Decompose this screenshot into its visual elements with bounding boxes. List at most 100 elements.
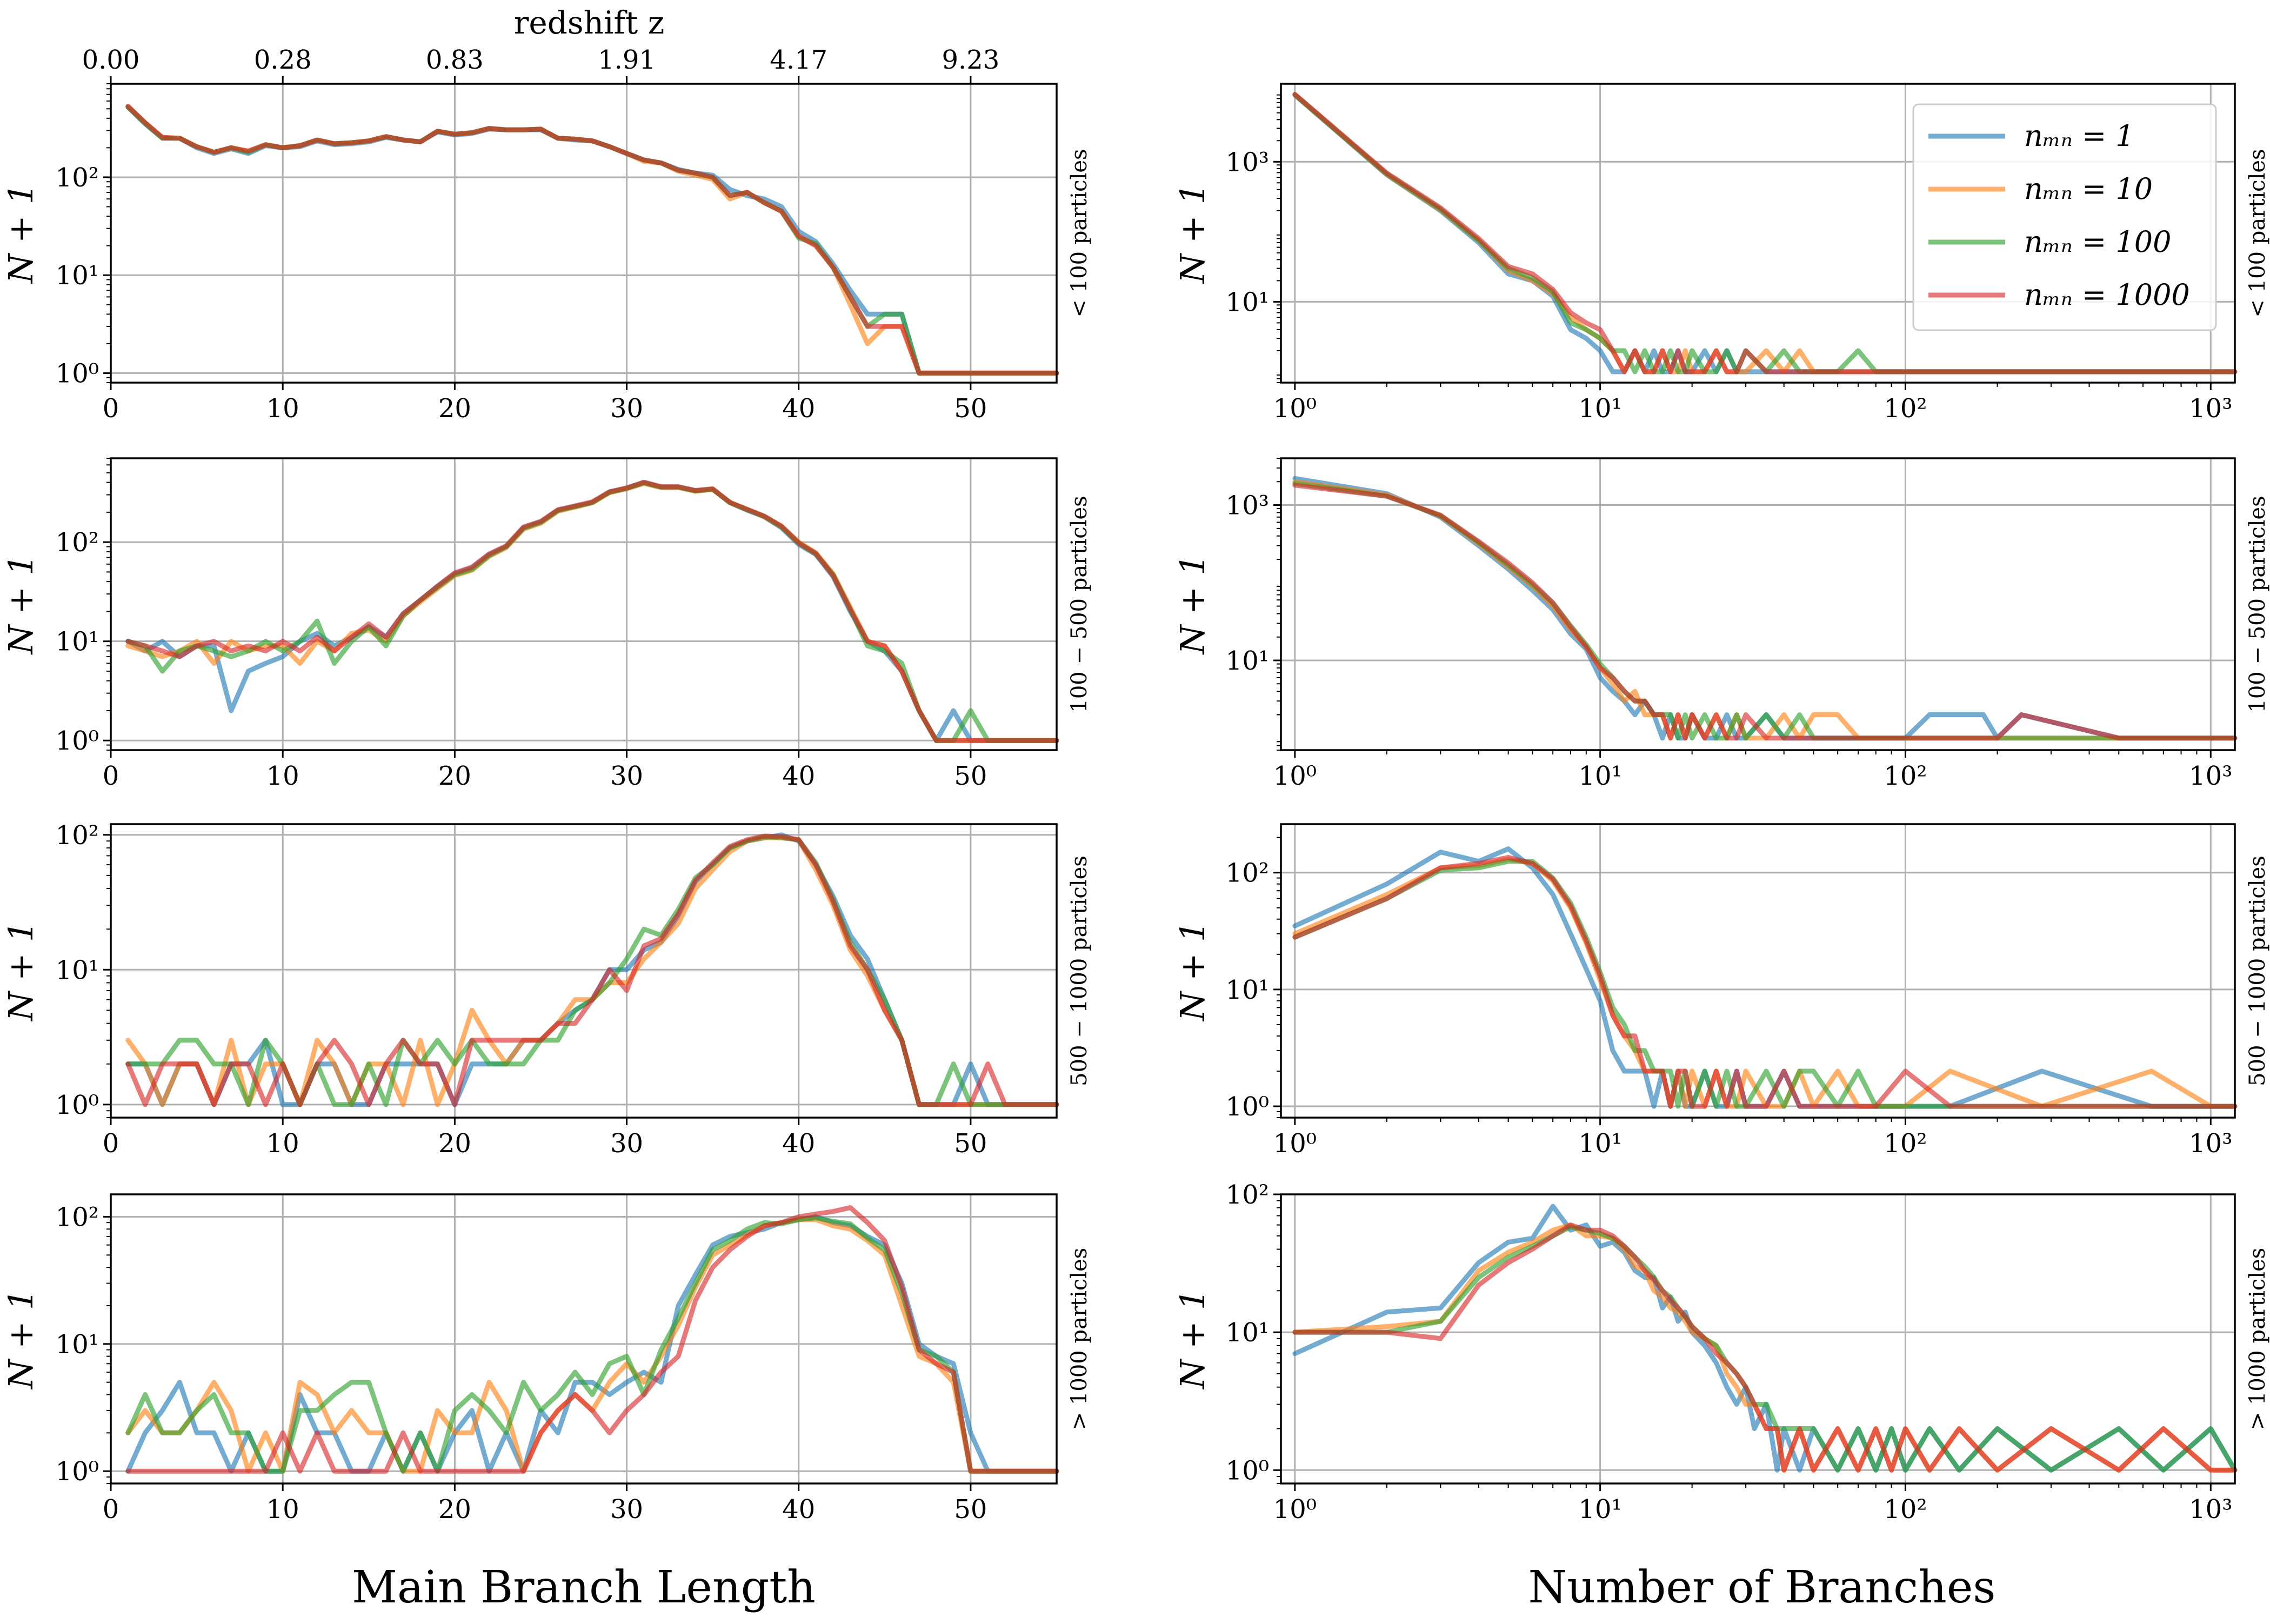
x-tick-label: 0 [103,1494,119,1525]
row-side-label: 100 − 500 particles [1067,496,1092,712]
x-tick-label: 10 [266,393,299,424]
y-tick-label: 10⁰ [1226,1455,1269,1486]
x-tick-label: 50 [954,1494,987,1525]
y-tick-label: 10¹ [1226,287,1269,317]
x-tick-label: 30 [610,1128,643,1159]
left-x-axis-title: Main Branch Length [352,1562,816,1613]
y-tick-label: 10⁰ [56,358,99,389]
series-line-n-mb-1 [1292,476,2238,741]
x-tick-label: 10² [1884,761,1927,791]
x-tick-label: 10¹ [1578,1494,1621,1525]
row-side-label: > 1000 particles [1067,1248,1092,1431]
series-line-n-mb-1000 [1292,1222,2238,1473]
top-tick-label: 4.17 [770,45,827,75]
series-line-n-mb-1000 [125,1205,1059,1474]
series-line-n-mb-10 [1292,479,2238,741]
axes-frame [1280,83,2236,384]
panel-right-3: 10⁰ 10¹ 10² 10³ 10⁰ 10¹ 10² N + 1 500 − 1000 par… [1173,823,2270,1159]
x-tick-label: 10³ [2189,393,2232,424]
x-tick-label: 10⁰ [1273,393,1317,424]
x-tick-label: 10 [266,1494,299,1525]
series-line-n-mb-1000 [1292,855,2238,1109]
series-line-n-mb-1000 [1292,483,2238,741]
x-tick-label: 50 [954,1128,987,1159]
series-line-n-mb-100 [1292,859,2238,1109]
y-tick-label: 10² [56,163,99,193]
x-tick-label: 40 [782,393,815,424]
x-tick-label: 40 [782,1494,815,1525]
legend-label: nₘₙ = 10 [2024,172,2153,206]
y-tick-label: 10⁰ [56,1456,99,1487]
y-tick-label: 10² [56,527,99,558]
panel-left-1: 0 10 20 30 40 50 10⁰ 10¹ 10² N + 1 < 100 particles… [1,45,1092,424]
y-axis-title: N + 1 [1173,1289,1212,1390]
x-tick-label: 50 [954,393,987,424]
axes-frame [1280,457,2236,751]
y-tick-label: 10² [1226,858,1269,888]
row-side-label: < 100 particles [1067,149,1092,317]
y-tick-label: 10¹ [1226,646,1269,676]
y-axis-title: N + 1 [1,554,41,655]
x-tick-label: 10⁰ [1273,1494,1317,1525]
x-tick-label: 20 [438,1494,471,1525]
x-tick-label: 10³ [2189,1128,2232,1159]
panel-left-2: 0 10 20 30 40 50 10⁰ 10¹ 10² N + 1 100 − 500 parti… [1,457,1092,791]
axes-frame [110,823,1058,1119]
row-side-label: < 100 particles [2245,149,2270,317]
y-axis-title: N + 1 [1,921,41,1022]
series-line-n-mb-10 [1292,1222,2238,1473]
x-tick-label: 10¹ [1578,1128,1621,1159]
legend-box [1912,103,2217,331]
y-tick-label: 10¹ [56,627,99,657]
x-tick-label: 40 [782,1128,815,1159]
row-side-label: 500 − 1000 particles [1067,856,1092,1086]
x-tick-label: 0 [103,1128,119,1159]
axes-frame [110,1193,1058,1485]
top-axis-title: redshift z [514,4,665,41]
row-side-label: > 1000 particles [2245,1248,2270,1431]
x-tick-label: 10 [266,761,299,791]
series-line-n-mb-1000 [125,833,1059,1107]
legend-label: nₘₙ = 100 [2024,225,2171,259]
x-tick-label: 10³ [2189,761,2232,791]
x-tick-label: 30 [610,1494,643,1525]
legend-label: nₘₙ = 1 [2024,119,2134,153]
row-side-label: 500 − 1000 particles [2245,856,2270,1086]
y-axis-title: N + 1 [1173,183,1212,284]
x-tick-label: 50 [954,761,987,791]
x-tick-label: 30 [610,393,643,424]
x-tick-label: 20 [438,393,471,424]
y-tick-label: 10⁰ [56,726,99,756]
x-tick-label: 10² [1884,1128,1927,1159]
panel-left-3: 0 10 20 30 40 50 10⁰ 10¹ 10² N + 1 500 − 1000 part… [1,820,1092,1159]
legend: nₘₙ = 1 nₘₙ = 10 nₘₙ = 100 nₘₙ = 1000 [1912,103,2217,331]
x-tick-label: 0 [103,393,119,424]
x-tick-label: 10⁰ [1273,1128,1317,1159]
x-tick-label: 10³ [2189,1494,2232,1525]
row-side-label: 100 − 500 particles [2245,496,2270,712]
y-tick-label: 10¹ [56,1329,99,1360]
right-x-axis-title: Number of Branches [1528,1562,1996,1613]
x-tick-label: 40 [782,761,815,791]
panel-right-4: 10⁰ 10¹ 10² 10³ 10⁰ 10¹ 10² N + 1 > 1000 particl… [1173,1180,2270,1525]
y-tick-label: 10¹ [56,955,99,985]
y-axis-title: N + 1 [1173,921,1212,1022]
y-tick-label: 10¹ [1226,1318,1269,1348]
series-line-n-mb-1000 [1292,92,2238,375]
y-tick-label: 10¹ [1226,975,1269,1005]
series-line-n-mb-1000 [125,104,1059,376]
y-tick-label: 10² [56,820,99,851]
x-tick-label: 10² [1884,1494,1927,1525]
y-tick-label: 10³ [1226,491,1269,521]
series-line-n-mb-10 [125,835,1059,1107]
y-tick-label: 10² [1226,1180,1269,1210]
y-tick-label: 10³ [1226,147,1269,177]
top-tick-label: 9.23 [942,45,999,75]
top-tick-label: 0.28 [254,45,312,75]
y-axis-title: N + 1 [1,1289,41,1390]
panel-right-2: 10⁰ 10¹ 10² 10³ 10¹ 10³ N + 1 100 − 500 particl… [1173,457,2270,791]
top-tick-label: 0.00 [82,45,140,75]
top-tick-label: 1.91 [598,45,656,75]
